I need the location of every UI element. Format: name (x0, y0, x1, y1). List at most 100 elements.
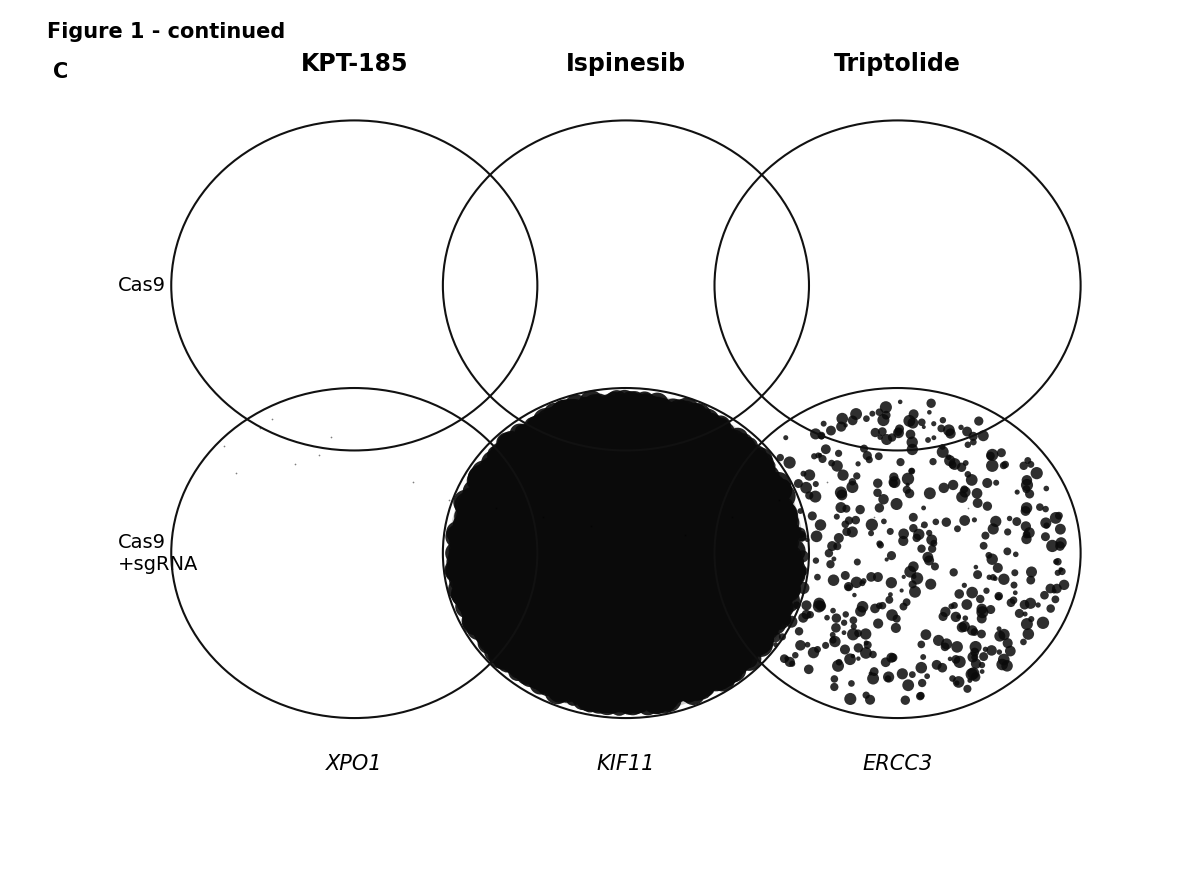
Point (711, 601, 730, 615)
Point (542, 645, 561, 659)
Point (612, 648, 631, 663)
Point (535, 465, 554, 479)
Point (535, 566, 554, 581)
Point (641, 669, 660, 683)
Point (622, 432, 641, 446)
Point (522, 570, 541, 584)
Point (494, 466, 513, 480)
Point (1010, 607, 1029, 621)
Point (672, 594, 691, 608)
Point (553, 458, 572, 473)
Point (678, 434, 697, 448)
Point (629, 696, 648, 710)
Point (565, 564, 583, 578)
Point (723, 507, 742, 521)
Point (639, 603, 658, 617)
Point (632, 627, 651, 641)
Point (822, 424, 841, 438)
Point (654, 515, 673, 529)
Point (684, 433, 703, 447)
Point (646, 542, 665, 557)
Point (764, 505, 783, 519)
Point (737, 525, 756, 540)
Point (589, 638, 608, 652)
Point (704, 619, 723, 633)
Point (618, 494, 637, 508)
Point (524, 644, 543, 658)
Point (461, 516, 479, 531)
Point (672, 616, 691, 631)
Point (743, 472, 762, 486)
Point (574, 694, 593, 708)
Point (774, 521, 792, 535)
Point (683, 433, 702, 447)
Point (543, 673, 562, 687)
Point (637, 583, 655, 598)
Point (539, 648, 557, 662)
Point (919, 550, 938, 565)
Point (712, 514, 731, 528)
Point (724, 625, 743, 640)
Point (650, 459, 668, 474)
Point (637, 629, 655, 643)
Point (605, 533, 624, 548)
Point (705, 605, 724, 619)
Point (516, 496, 535, 510)
Point (508, 586, 527, 600)
Point (478, 576, 497, 591)
Point (521, 486, 540, 500)
Point (691, 494, 710, 508)
Point (548, 661, 567, 675)
Point (529, 561, 548, 575)
Point (749, 513, 768, 527)
Point (554, 469, 573, 483)
Point (660, 462, 679, 476)
Point (655, 402, 674, 417)
Point (618, 450, 637, 464)
Point (556, 617, 575, 632)
Point (724, 582, 743, 596)
Point (957, 456, 976, 470)
Point (555, 666, 574, 681)
Point (655, 451, 674, 466)
Point (594, 568, 613, 582)
Point (471, 483, 490, 498)
Point (690, 628, 709, 642)
Point (565, 645, 583, 659)
Point (497, 488, 516, 502)
Point (778, 545, 797, 559)
Point (554, 581, 573, 595)
Point (466, 506, 485, 520)
Point (712, 512, 731, 526)
Point (607, 427, 626, 442)
Point (677, 615, 696, 629)
Point (647, 558, 666, 572)
Point (933, 440, 952, 454)
Point (227, 466, 246, 480)
Point (665, 681, 684, 695)
Point (459, 591, 478, 605)
Point (770, 606, 789, 620)
Point (911, 690, 929, 704)
Point (619, 660, 638, 674)
Point (646, 578, 665, 592)
Point (686, 460, 705, 475)
Point (505, 599, 524, 614)
Point (666, 658, 685, 673)
Point (644, 624, 663, 638)
Point (594, 437, 613, 451)
Point (744, 547, 763, 561)
Point (844, 588, 863, 602)
Point (625, 502, 644, 516)
Point (454, 526, 472, 541)
Point (738, 541, 757, 556)
Point (562, 576, 581, 591)
Point (595, 449, 614, 463)
Point (727, 550, 746, 565)
Point (599, 509, 618, 524)
Point (625, 563, 644, 577)
Point (660, 640, 679, 655)
Point (658, 549, 677, 563)
Point (541, 539, 560, 553)
Point (507, 441, 526, 455)
